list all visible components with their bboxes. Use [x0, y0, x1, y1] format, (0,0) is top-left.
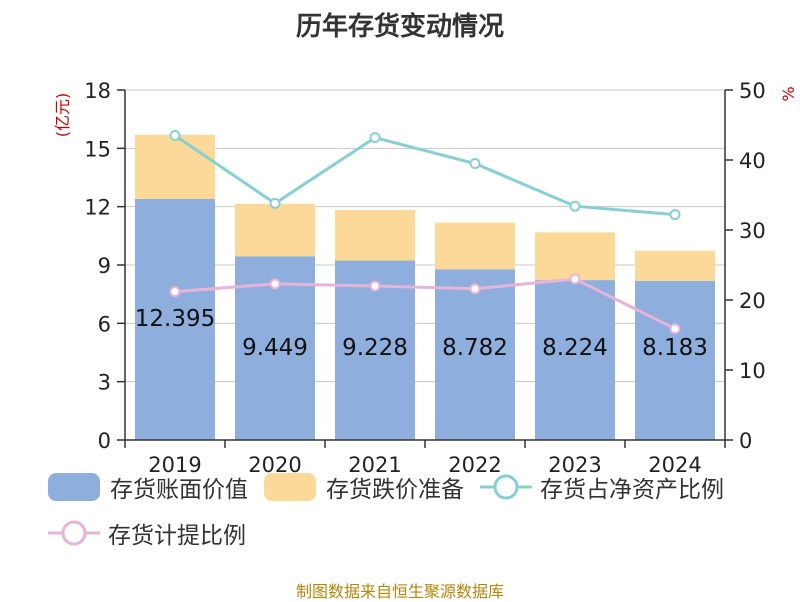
y-right-unit-label: % — [779, 86, 798, 101]
legend-label-impairment: 存货跌价准备 — [326, 477, 464, 503]
point-provision-ratio-2024 — [669, 323, 681, 335]
y-left-tick-label-0: 0 — [98, 429, 111, 453]
x-tick-label-2022: 2022 — [448, 453, 501, 477]
y-left-tick-label-12: 12 — [84, 196, 111, 220]
point-provision-ratio-2023 — [569, 273, 581, 285]
point-provision-ratio-2021 — [369, 280, 381, 292]
data-label-book-value-2019: 12.395 — [135, 306, 215, 332]
bar-book-value-2023 — [535, 280, 615, 440]
bar-impairment-2024 — [635, 250, 715, 281]
point-provision-ratio-2022 — [469, 283, 481, 295]
point-net-asset-ratio-2019 — [169, 130, 181, 141]
point-provision-ratio-2020 — [269, 278, 281, 290]
legend-item-provision-ratio[interactable]: 存货计提比例 — [48, 516, 246, 550]
data-label-book-value-2022: 8.782 — [442, 335, 508, 361]
line-provision-ratio — [174, 277, 676, 331]
legend-item-impairment[interactable]: 存货跌价准备 — [264, 470, 464, 504]
bar-book-value-2024 — [635, 280, 715, 440]
y-left-tick-label-9: 9 — [98, 254, 111, 278]
point-net-asset-ratio-2021 — [369, 132, 381, 144]
bar-impairment-2020 — [235, 203, 315, 257]
legend-item-net-asset-ratio[interactable]: 存货占净资产比例 — [480, 470, 724, 504]
y-left-unit-label: (亿元) — [53, 93, 72, 138]
point-net-asset-ratio-2023 — [569, 200, 581, 212]
y-right-tick-label-10: 10 — [739, 359, 766, 383]
y-left-tick-label-15: 15 — [84, 137, 111, 161]
point-net-asset-ratio-2022 — [469, 158, 481, 169]
y-left-tick-label-3: 3 — [98, 371, 111, 395]
legend-line-net-asset-ratio-icon — [480, 474, 532, 500]
data-label-book-value-2024: 8.183 — [642, 335, 708, 361]
source-note: 制图数据来自恒生聚源数据库 — [295, 582, 504, 601]
legend-label-book-value: 存货账面价值 — [110, 477, 248, 503]
x-tick-label-2023: 2023 — [548, 453, 601, 477]
point-net-asset-ratio-2020 — [269, 197, 281, 209]
data-label-book-value-2021: 9.228 — [342, 335, 408, 361]
legend-swatch-book-value — [48, 473, 100, 501]
x-tick-label-2021: 2021 — [348, 453, 401, 477]
y-right-tick-label-40: 40 — [739, 149, 766, 173]
bar-impairment-2019 — [135, 134, 215, 199]
legend-swatch-impairment — [264, 473, 316, 501]
y-left-tick-label-18: 18 — [84, 79, 111, 103]
data-label-book-value-2023: 8.224 — [542, 335, 608, 361]
y-left-tick-label-6: 6 — [98, 312, 111, 336]
chart-title: 历年存货变动情况 — [295, 12, 504, 42]
bar-book-value-2022 — [435, 269, 515, 440]
bar-book-value-2019 — [135, 198, 215, 440]
x-tick-label-2024: 2024 — [648, 453, 701, 477]
data-label-book-value-2020: 9.449 — [242, 335, 308, 361]
bar-impairment-2023 — [535, 232, 615, 281]
bar-impairment-2021 — [335, 210, 415, 261]
y-right-tick-label-50: 50 — [739, 79, 766, 103]
legend-label-net-asset-ratio: 存货占净资产比例 — [540, 477, 724, 503]
point-net-asset-ratio-2024 — [669, 209, 681, 221]
point-provision-ratio-2019 — [169, 286, 181, 298]
line-net-asset-ratio — [174, 134, 676, 217]
y-right-tick-label-30: 30 — [739, 219, 766, 243]
legend: 存货账面价值 存货跌价准备 存货占净资产比例 存货计提比例 — [48, 470, 788, 550]
y-right-tick-label-20: 20 — [739, 289, 766, 313]
x-tick-label-2019: 2019 — [148, 453, 201, 477]
bar-impairment-2022 — [435, 222, 515, 270]
legend-label-provision-ratio: 存货计提比例 — [108, 523, 246, 549]
legend-line-provision-ratio-icon — [48, 520, 100, 546]
legend-item-book-value[interactable]: 存货账面价值 — [48, 470, 248, 504]
y-right-tick-label-0: 0 — [739, 429, 752, 453]
